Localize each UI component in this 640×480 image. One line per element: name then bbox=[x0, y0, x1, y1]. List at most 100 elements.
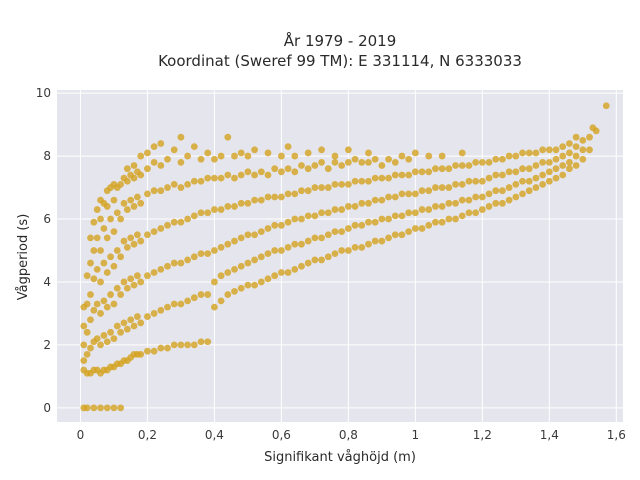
data-point bbox=[539, 171, 547, 179]
data-point bbox=[458, 149, 466, 157]
data-point bbox=[110, 228, 118, 236]
data-point bbox=[398, 190, 406, 198]
data-point bbox=[97, 215, 104, 223]
data-point bbox=[378, 162, 386, 169]
data-point bbox=[113, 209, 121, 217]
data-point bbox=[586, 146, 593, 154]
y-tick-label: 4 bbox=[43, 275, 51, 289]
data-point bbox=[184, 297, 192, 305]
data-point bbox=[405, 171, 413, 179]
data-point bbox=[291, 215, 299, 223]
data-point bbox=[93, 300, 101, 308]
data-point bbox=[107, 253, 114, 261]
data-point bbox=[97, 247, 104, 254]
data-point bbox=[331, 250, 339, 258]
data-point bbox=[87, 234, 94, 242]
data-point bbox=[438, 165, 446, 173]
data-point bbox=[318, 184, 325, 191]
data-point bbox=[211, 174, 218, 182]
data-point bbox=[264, 225, 272, 232]
data-point bbox=[432, 165, 439, 173]
data-point bbox=[478, 158, 486, 166]
data-point bbox=[177, 218, 185, 226]
data-point bbox=[472, 158, 480, 166]
data-point bbox=[271, 272, 279, 280]
data-point bbox=[452, 199, 459, 207]
data-point bbox=[378, 174, 386, 182]
data-point bbox=[164, 221, 171, 229]
data-point bbox=[177, 341, 185, 349]
data-point bbox=[123, 325, 131, 333]
data-point bbox=[231, 265, 238, 273]
data-point bbox=[137, 278, 145, 286]
data-point bbox=[257, 278, 265, 286]
data-point bbox=[90, 404, 98, 412]
data-point bbox=[298, 262, 305, 270]
data-point bbox=[110, 300, 118, 308]
data-point bbox=[438, 218, 446, 226]
data-point bbox=[425, 206, 433, 213]
data-point bbox=[545, 168, 553, 176]
x-tick-label: 0,2 bbox=[138, 428, 157, 442]
data-point bbox=[398, 231, 406, 239]
data-point bbox=[519, 165, 526, 173]
data-point bbox=[264, 193, 272, 201]
data-point bbox=[344, 203, 352, 210]
x-tick-label: 0,4 bbox=[205, 428, 224, 442]
data-point bbox=[344, 225, 352, 232]
data-point bbox=[452, 215, 459, 223]
data-point bbox=[90, 275, 98, 283]
data-point bbox=[110, 262, 118, 270]
data-point bbox=[251, 196, 258, 204]
data-point bbox=[120, 319, 128, 327]
x-tick-label: 0,6 bbox=[272, 428, 291, 442]
data-point bbox=[197, 177, 205, 185]
data-point bbox=[338, 228, 346, 236]
data-point bbox=[264, 275, 272, 283]
data-point bbox=[559, 152, 567, 160]
data-point bbox=[411, 209, 419, 217]
data-point bbox=[277, 221, 285, 229]
data-point bbox=[251, 281, 258, 289]
data-point bbox=[291, 265, 299, 273]
data-point bbox=[120, 278, 128, 286]
data-point bbox=[164, 155, 171, 163]
data-point bbox=[123, 206, 131, 213]
data-point bbox=[338, 181, 346, 188]
x-tick-label: 1,4 bbox=[540, 428, 559, 442]
data-point bbox=[458, 162, 466, 169]
data-point bbox=[432, 203, 439, 210]
data-point bbox=[184, 152, 192, 160]
data-point bbox=[237, 149, 245, 157]
data-point bbox=[298, 215, 305, 223]
data-point bbox=[418, 206, 426, 213]
data-point bbox=[351, 243, 359, 251]
data-point bbox=[133, 231, 141, 239]
data-point bbox=[80, 341, 88, 349]
data-point bbox=[445, 184, 453, 191]
data-point bbox=[224, 203, 232, 210]
data-point bbox=[277, 152, 285, 160]
data-point bbox=[425, 152, 433, 160]
data-point bbox=[311, 184, 319, 191]
data-point bbox=[391, 212, 399, 220]
data-point bbox=[204, 291, 212, 298]
data-point bbox=[137, 152, 145, 160]
data-point bbox=[539, 181, 547, 188]
data-point bbox=[130, 203, 138, 210]
data-point bbox=[123, 284, 131, 292]
data-point bbox=[485, 190, 493, 198]
data-point bbox=[438, 203, 446, 210]
data-point bbox=[170, 341, 178, 349]
data-point bbox=[184, 215, 192, 223]
data-point bbox=[371, 196, 379, 204]
data-point bbox=[452, 181, 459, 188]
data-point bbox=[170, 146, 178, 154]
data-point bbox=[499, 199, 506, 207]
x-tick-label: 1,2 bbox=[473, 428, 492, 442]
data-point bbox=[586, 133, 593, 141]
data-point bbox=[97, 278, 104, 286]
data-point bbox=[485, 158, 493, 166]
data-point bbox=[100, 225, 108, 232]
data-point bbox=[211, 247, 218, 254]
